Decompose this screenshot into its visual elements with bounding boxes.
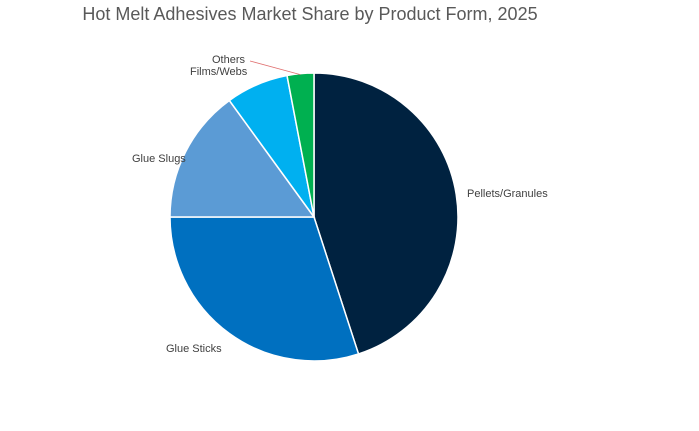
leader-line-others	[249, 60, 301, 75]
pie-slices	[169, 72, 459, 362]
pie-slice-pellets-granules	[313, 72, 459, 355]
slice-label-glue-slugs: Glue Slugs	[132, 153, 186, 165]
pie-slice-glue-sticks	[169, 216, 360, 362]
pie-slice-glue-slugs	[169, 99, 316, 218]
pie-slice-others	[286, 72, 315, 218]
slice-labels: Pellets/Granules Glue Sticks Glue Slugs Fil…	[132, 54, 548, 355]
slice-label-films-webs: Films/Webs	[190, 66, 248, 78]
leader-lines	[249, 60, 301, 75]
slice-label-glue-sticks: Glue Sticks	[166, 343, 222, 355]
slice-label-others: Others	[212, 54, 246, 66]
chart-title: Hot Melt Adhesives Market Share by Produ…	[82, 4, 538, 24]
slice-label-pellets-granules: Pellets/Granules	[467, 188, 548, 200]
